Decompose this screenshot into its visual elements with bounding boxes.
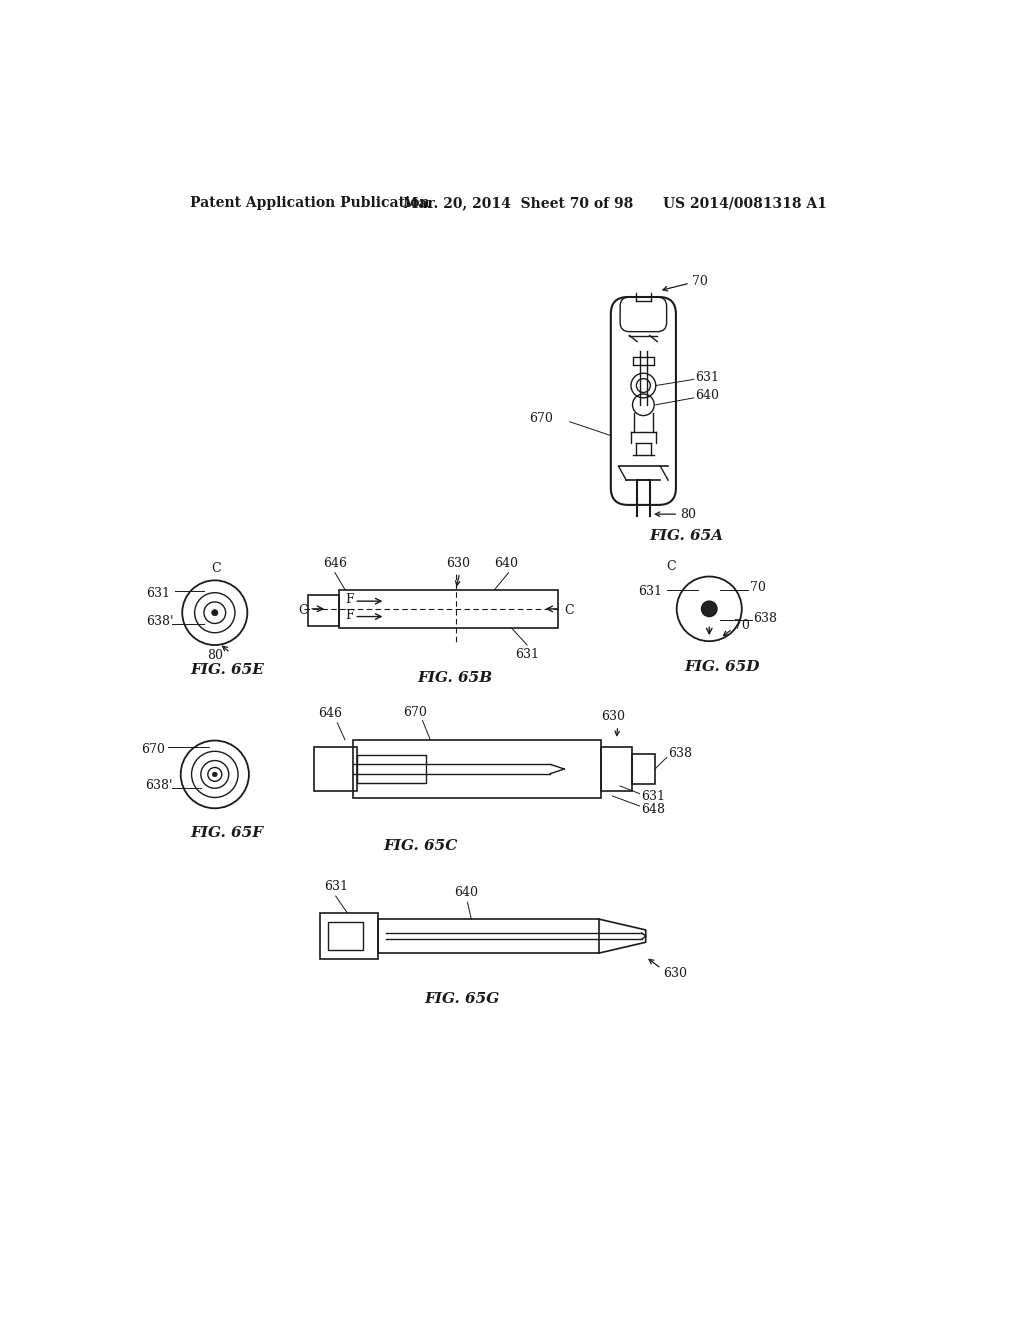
Text: 70: 70 [750,581,765,594]
Text: 630: 630 [446,557,470,570]
Text: F: F [345,593,353,606]
Text: 630: 630 [663,966,687,979]
Text: 631: 631 [146,587,171,601]
Text: 631: 631 [641,791,665,804]
Text: 70: 70 [734,619,750,632]
Text: 670: 670 [403,705,427,718]
Text: FIG. 65B: FIG. 65B [417,671,493,685]
Text: C: C [666,560,676,573]
Text: Patent Application Publication: Patent Application Publication [190,197,430,210]
Text: 640: 640 [495,557,518,570]
Bar [339,590,558,628]
Text: 638': 638' [146,615,174,628]
Bar [378,919,599,953]
Text: FIG. 65A: FIG. 65A [649,529,724,543]
Text: 638: 638 [669,747,692,760]
Text: 638': 638' [145,779,173,792]
Circle shape [212,610,218,615]
Text: 631: 631 [638,585,662,598]
Text: Mar. 20, 2014  Sheet 70 of 98: Mar. 20, 2014 Sheet 70 of 98 [403,197,634,210]
Text: F: F [345,609,353,622]
Text: 646: 646 [324,557,347,570]
Text: 631: 631 [695,371,719,384]
Text: 646: 646 [317,708,342,721]
Bar [356,755,426,783]
Text: 640: 640 [455,887,478,899]
Text: FIG. 65E: FIG. 65E [190,664,264,677]
Text: 630: 630 [601,710,625,723]
Text: FIG. 65G: FIG. 65G [425,993,500,1006]
Bar [314,747,356,791]
Text: FIG. 65D: FIG. 65D [684,660,760,673]
Bar [321,913,378,960]
Text: C: C [299,603,308,616]
Bar [308,595,339,626]
Text: 631: 631 [515,648,540,661]
Text: US 2014/0081318 A1: US 2014/0081318 A1 [663,197,826,210]
Bar [601,747,632,791]
Text: 70: 70 [692,275,708,288]
Text: 670: 670 [528,412,553,425]
Bar [328,923,362,950]
Bar [632,754,655,784]
Bar [352,739,601,799]
Text: 80: 80 [680,508,695,520]
Text: C: C [564,603,573,616]
Text: 648: 648 [641,803,665,816]
Circle shape [701,601,717,616]
Text: C: C [211,561,220,574]
Text: 631: 631 [324,880,348,894]
Circle shape [212,772,217,776]
Text: 670: 670 [141,743,165,756]
Text: FIG. 65F: FIG. 65F [190,826,263,840]
Text: 640: 640 [695,389,719,403]
Text: FIG. 65C: FIG. 65C [384,840,458,853]
Text: 638: 638 [754,611,777,624]
Text: 80: 80 [207,649,223,663]
